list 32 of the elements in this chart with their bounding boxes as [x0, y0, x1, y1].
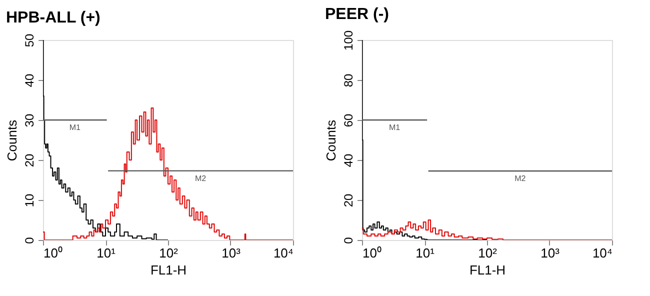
y-tick-label: 0 — [342, 236, 356, 244]
y-axis-title: Counts — [324, 119, 338, 162]
x-tick-label: 10⁰ — [362, 246, 382, 260]
y-tick-label: 10 — [22, 194, 36, 208]
series-label: M2 — [194, 174, 207, 183]
y-tick-label: 100 — [342, 30, 356, 51]
series-label: M2 — [514, 174, 526, 183]
y-tick-label: 0 — [22, 236, 36, 244]
x-tick-label: 10² — [478, 246, 498, 260]
y-tick-label: 60 — [342, 114, 356, 128]
series-label: M1 — [388, 123, 401, 132]
x-tick-label: 10⁴ — [592, 246, 612, 260]
chart-title: HPB-ALL (+) — [6, 9, 100, 26]
y-axis-title: Counts — [4, 119, 20, 162]
x-tick-label: 10¹ — [96, 246, 116, 260]
y-tick-label: 40 — [342, 154, 356, 168]
x-tick-label: 10³ — [222, 246, 242, 260]
y-tick-label: 80 — [342, 74, 356, 88]
y-tick-label: 20 — [22, 154, 36, 168]
series-label: M1 — [69, 123, 82, 132]
chart-title: PEER (-) — [325, 6, 389, 23]
y-tick-label: 40 — [22, 74, 36, 88]
x-tick-label: 10³ — [540, 246, 560, 260]
x-axis-title: FL1-H — [469, 262, 506, 278]
x-tick-label: 10⁰ — [44, 246, 63, 260]
y-tick-label: 20 — [342, 194, 356, 208]
x-tick-label: 10⁴ — [273, 246, 294, 260]
y-tick-label: 30 — [22, 114, 36, 128]
y-tick-label: 50 — [22, 34, 36, 48]
x-axis-title: FL1-H — [150, 262, 187, 278]
x-tick-label: 10¹ — [416, 246, 436, 260]
x-tick-label: 10² — [159, 246, 179, 260]
